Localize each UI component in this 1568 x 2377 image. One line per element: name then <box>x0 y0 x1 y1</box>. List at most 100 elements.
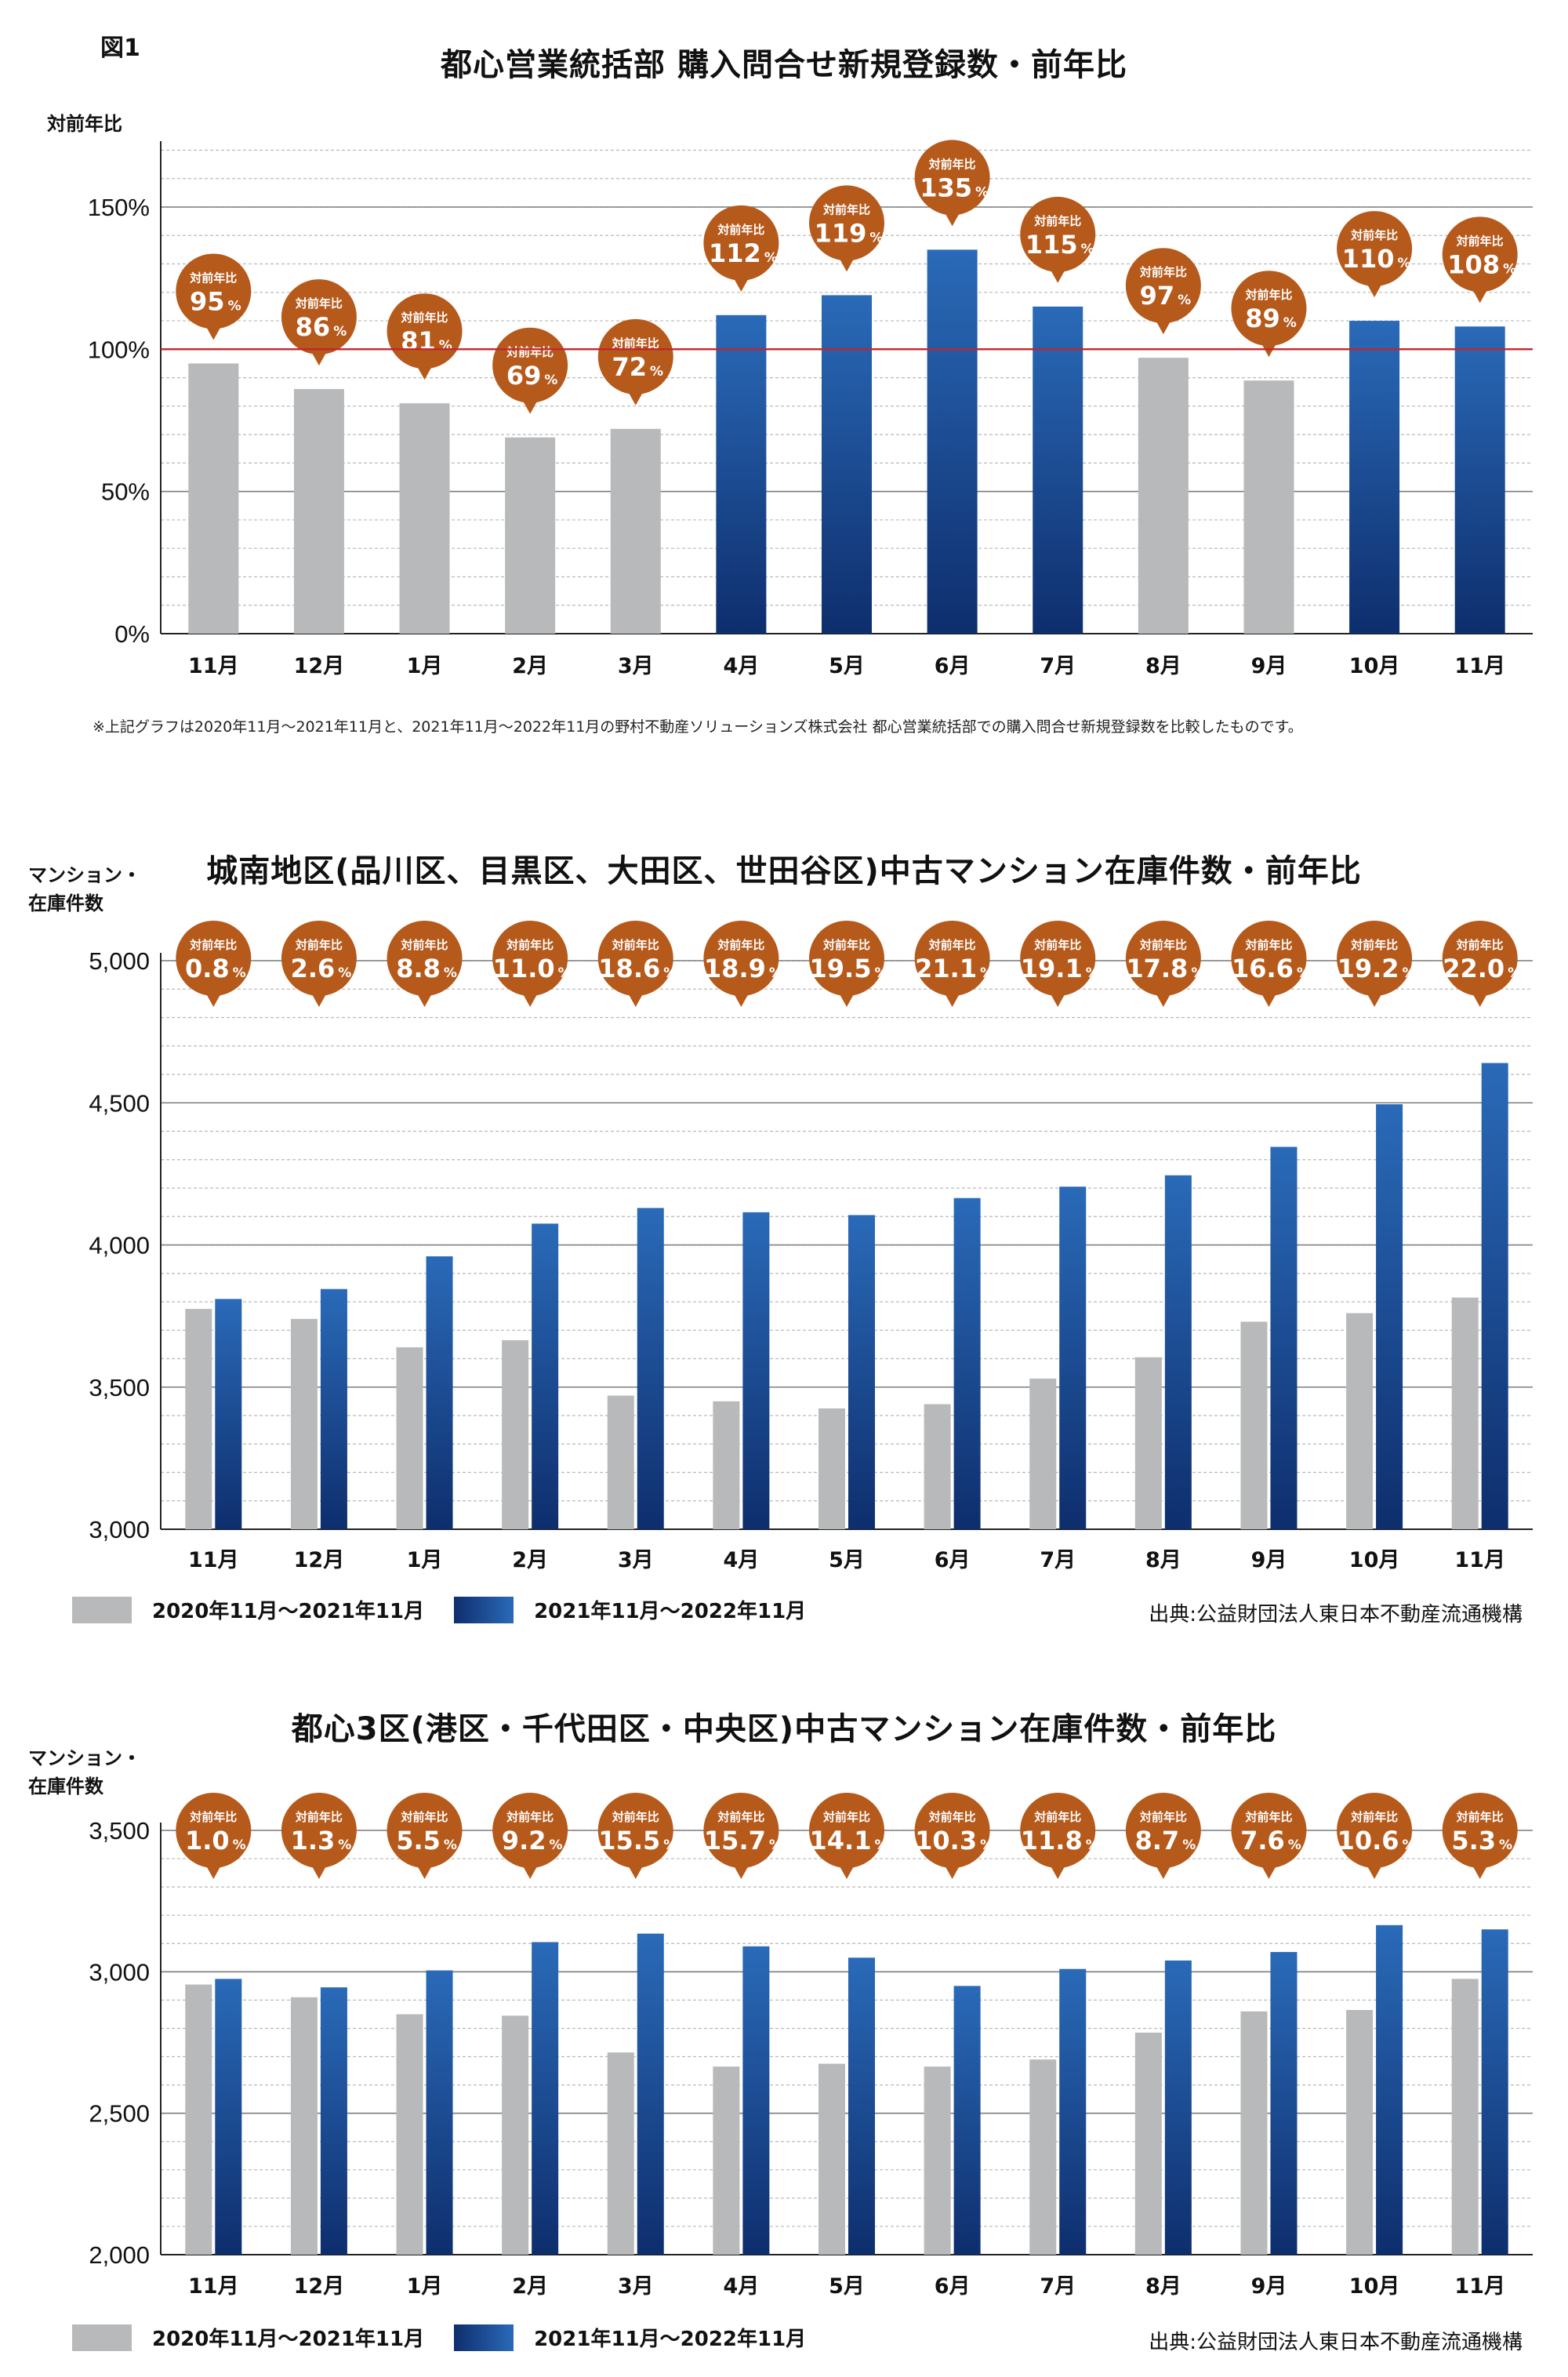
bubble-3 <box>492 327 568 403</box>
bubble-9 <box>1125 1793 1201 1868</box>
bubble-value-1: 86 <box>296 312 331 342</box>
bubble-value-6: 14.1 <box>810 1826 872 1855</box>
bar-prev-6月 <box>924 2066 951 2255</box>
bubble-value-9: 97 <box>1140 281 1175 311</box>
bubble-label-6: 対前年比 <box>822 1810 870 1824</box>
x-tick-label: 5月 <box>829 654 865 678</box>
bubble-10 <box>1231 1793 1307 1868</box>
bubble-7 <box>914 1793 990 1868</box>
bubble-unit-10: % <box>1297 965 1310 981</box>
bubble-label-7: 対前年比 <box>928 938 976 952</box>
y-tick-label: 4,000 <box>89 1232 150 1259</box>
x-tick-label: 11月 <box>1454 2274 1505 2299</box>
bubble-unit-5: % <box>764 250 778 266</box>
bubble-value-4: 15.5 <box>598 1826 660 1855</box>
bar-prev-5月 <box>818 2063 845 2255</box>
bubble-unit-4: % <box>663 965 677 981</box>
bubble-5 <box>703 1793 779 1868</box>
bubble-unit-12: % <box>1503 261 1516 277</box>
bubble-unit-11: % <box>1397 256 1410 271</box>
bubble-label-6: 対前年比 <box>822 202 870 216</box>
bubble-10 <box>1231 271 1307 347</box>
bubble-8 <box>1020 196 1096 272</box>
chart2-ylabel: マンション・ 在庫件数 <box>28 861 141 918</box>
x-tick-label: 12月 <box>294 1548 345 1572</box>
x-tick-label: 4月 <box>723 2274 759 2299</box>
bubble-pointer-8 <box>1050 1865 1066 1879</box>
bar-11月 <box>188 363 239 634</box>
bubble-9 <box>1125 248 1201 324</box>
y-tick-label: 2,500 <box>89 2100 150 2128</box>
bubble-pointer-9 <box>1155 320 1171 335</box>
bubble-pointer-7 <box>944 993 960 1007</box>
bar-curr-12月 <box>320 1288 347 1529</box>
bubble-7 <box>914 140 990 216</box>
bubble-label-11: 対前年比 <box>1350 228 1398 242</box>
bubble-label-1: 対前年比 <box>295 938 343 952</box>
bubble-1 <box>281 279 357 355</box>
legend-swatch-gray <box>72 1596 132 1623</box>
bubble-label-10: 対前年比 <box>1244 1810 1292 1824</box>
bar-curr-11月 <box>1481 1929 1508 2255</box>
bubble-pointer-6 <box>839 1865 855 1879</box>
bar-prev-11月 <box>1451 1979 1479 2255</box>
bubble-unit-1: % <box>333 324 347 340</box>
bar-1月 <box>399 403 450 634</box>
chart2-ylabel-line1: マンション・ <box>28 864 141 886</box>
bubble-label-3: 対前年比 <box>506 938 554 952</box>
bubble-value-4: 72 <box>612 352 648 382</box>
bubble-pointer-9 <box>1155 993 1171 1007</box>
bubble-label-6: 対前年比 <box>822 938 870 952</box>
x-tick-label: 11月 <box>188 654 239 678</box>
bubble-label-0: 対前年比 <box>189 1810 237 1824</box>
bubble-unit-3: % <box>544 373 557 388</box>
y-tick-label: 3,500 <box>89 1817 150 1845</box>
bubble-label-8: 対前年比 <box>1033 214 1081 228</box>
chart3-ylabel-line1: マンション・ <box>28 1747 141 1769</box>
bubble-value-8: 115 <box>1025 230 1078 260</box>
bar-4月 <box>716 314 767 634</box>
bubble-label-2: 対前年比 <box>401 311 448 325</box>
bubble-unit-8: % <box>1086 1837 1099 1853</box>
x-tick-label: 11月 <box>1454 1548 1505 1572</box>
bubble-12 <box>1442 216 1518 293</box>
x-tick-label: 5月 <box>829 2274 865 2299</box>
x-tick-label: 2月 <box>512 654 548 678</box>
chart1-footnote: ※上記グラフは2020年11月〜2021年11月と、2021年11月〜2022年… <box>93 718 1303 736</box>
bubble-value-6: 19.5 <box>810 954 872 983</box>
x-tick-label: 3月 <box>618 2274 654 2299</box>
bubble-unit-7: % <box>975 184 989 200</box>
bubble-value-11: 19.2 <box>1338 954 1399 983</box>
bubble-1 <box>281 921 357 996</box>
bar-curr-10月 <box>1376 1924 1403 2255</box>
y-tick-label: 150% <box>88 194 150 221</box>
x-tick-label: 9月 <box>1251 1548 1287 1572</box>
bar-curr-1月 <box>426 1256 453 1529</box>
bubble-value-0: 0.8 <box>185 954 230 983</box>
bubble-value-8: 19.1 <box>1021 954 1083 983</box>
x-tick-label: 10月 <box>1349 1548 1400 1572</box>
bubble-value-9: 17.8 <box>1126 954 1188 983</box>
legend-label-prev: 2020年11月〜2021年11月 <box>152 2328 425 2351</box>
bar-prev-1月 <box>396 2014 423 2255</box>
x-tick-label: 10月 <box>1349 2274 1400 2299</box>
bubble-value-11: 110 <box>1342 244 1395 274</box>
bar-curr-11月 <box>215 1299 242 1529</box>
bubble-unit-5: % <box>769 1837 782 1853</box>
chart3-title: 都心3区(港区・千代田区・中央区)中古マンション在庫件数・前年比 <box>291 1711 1277 1747</box>
bubble-0 <box>176 921 252 996</box>
bar-curr-7月 <box>1059 1968 1087 2255</box>
x-tick-label: 11月 <box>188 2274 239 2299</box>
bubble-label-10: 対前年比 <box>1244 938 1292 952</box>
bubble-unit-4: % <box>650 364 663 380</box>
bubble-label-8: 対前年比 <box>1033 1810 1081 1824</box>
legend-swatch-blue <box>454 2324 514 2351</box>
bubble-label-1: 対前年比 <box>295 1810 343 1824</box>
bar-curr-3月 <box>637 1933 664 2255</box>
y-tick-label: 100% <box>88 336 150 363</box>
bubble-unit-9: % <box>1178 293 1191 308</box>
x-tick-label: 2月 <box>512 1548 548 1572</box>
bubble-pointer-1 <box>310 351 327 366</box>
bubble-label-0: 対前年比 <box>189 938 237 952</box>
bubble-label-10: 対前年比 <box>1244 288 1292 302</box>
